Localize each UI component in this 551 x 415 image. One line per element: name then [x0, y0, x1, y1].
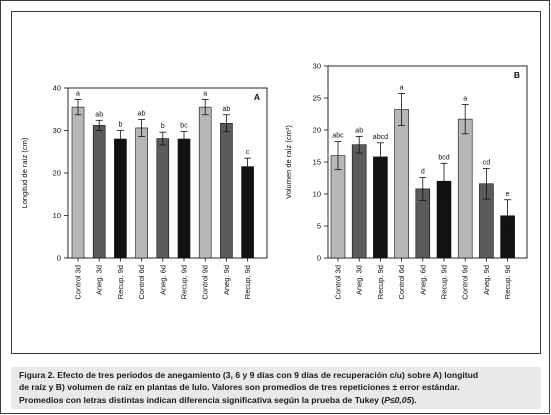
chart-a-y-tick-label: 40: [53, 84, 61, 93]
chart-a-y-tick-label: 0: [57, 254, 61, 263]
chart-a-significance-letter: c: [246, 149, 250, 156]
caption-line-3: Promedios con letras distintas indican d…: [19, 394, 535, 406]
chart-a-y-axis-title: Longitud de raíz (cm): [20, 137, 29, 208]
chart-b-significance-letter: e: [506, 191, 510, 198]
caption-p-value: P≤0,05: [384, 394, 412, 405]
chart-b-bar: [373, 156, 388, 259]
chart-b-y-tick-label: 0: [317, 254, 321, 263]
chart-b-significance-letter: abc: [332, 133, 344, 140]
chart-a-significance-letter: ab: [95, 111, 103, 118]
chart-a-significance-letter: b: [118, 122, 122, 129]
chart-b-category-label: Aneg. 9d: [482, 265, 491, 295]
chart-b-category-label: Recup. 9d: [503, 265, 512, 299]
chart-a-significance-letter: a: [76, 90, 80, 97]
chart-b-bar: [351, 144, 367, 259]
chart-b-category-label: Control 6d: [397, 265, 406, 300]
chart-b-y-tick-label: 15: [313, 158, 321, 167]
chart-b-category-label: Aneg. 3d: [355, 265, 364, 295]
caption-line-3-text: Promedios con letras distintas indican d…: [19, 394, 385, 405]
chart-b-category-label: Aneg. 6d: [418, 265, 427, 295]
chart-b-category-label: Control 3d: [334, 265, 343, 300]
chart-b-category-label: Control 9d: [461, 265, 470, 300]
chart-a-category-label: Control 9d: [201, 265, 210, 300]
caption-line-3-end: ).: [411, 394, 417, 405]
chart-b-significance-letter: ab: [355, 127, 363, 134]
chart-b-significance-letter: a: [463, 95, 467, 102]
chart-a-category-label: Aneg. 9d: [222, 265, 231, 295]
chart-b-category-label: Recup. 9d: [440, 265, 449, 299]
chart-b-panel-label: B: [514, 70, 520, 80]
chart-b-significance-letter: bcd: [438, 154, 449, 161]
chart-b-y-axis-title: Volumen de raíz (cm³): [284, 125, 293, 199]
chart-b-y-tick-label: 10: [313, 190, 321, 199]
chart-b-category-label: Recup. 9d: [376, 265, 385, 299]
chart-a-y-tick-label: 10: [53, 211, 61, 220]
chart-a-significance-letter: bc: [180, 122, 188, 129]
chart-a-category-label: Recup. 9d: [180, 265, 189, 299]
chart-a-category-label: Control 3d: [74, 265, 83, 300]
chart-b-significance-letter: a: [400, 85, 404, 92]
chart-a-category-label: Aneg. 3d: [95, 265, 104, 295]
chart-b-significance-letter: abcd: [373, 134, 388, 141]
chart-a-category-label: Recup. 9d: [116, 265, 125, 299]
chart-a-significance-letter: ab: [223, 106, 231, 113]
chart-a-y-tick-label: 30: [53, 126, 61, 135]
chart-b-significance-letter: cd: [483, 159, 491, 166]
chart-a-category-label: Control 6d: [137, 265, 146, 300]
chart-a-category-label: Recup. 9d: [243, 265, 252, 299]
chart-b-y-tick-label: 30: [313, 62, 321, 71]
chart-b-bar: [394, 109, 409, 259]
caption-line-1: Figura 2. Efecto de tres periodos de ane…: [19, 370, 479, 380]
caption-line-2: de raíz y B) volumen de raíz en plantas …: [19, 382, 460, 393]
chart-a-root-length: 0 10 20 30 40 Longitud de raíz (cm) Aa Control …: [20, 84, 268, 300]
figure-caption: Figura 2. Efecto de tres periodos de ane…: [11, 367, 541, 409]
chart-a-significance-letter: ab: [138, 110, 146, 117]
chart-b-bar: [330, 155, 346, 259]
chart-a-significance-letter: a: [203, 90, 207, 97]
chart-b-y-tick-label: 25: [313, 94, 321, 103]
chart-b-y-tick-label: 20: [313, 126, 321, 135]
chart-b-significance-letter: d: [421, 168, 425, 175]
chart-b-bar: [457, 118, 473, 259]
chart-a-significance-letter: b: [161, 123, 165, 130]
chart-a-category-label: Aneg. 6d: [158, 265, 167, 295]
plot-frame: [11, 11, 541, 354]
chart-a-panel-label: A: [254, 92, 260, 102]
chart-b-y-tick-label: 5: [317, 222, 321, 231]
chart-a-y-tick-label: 20: [53, 169, 61, 178]
